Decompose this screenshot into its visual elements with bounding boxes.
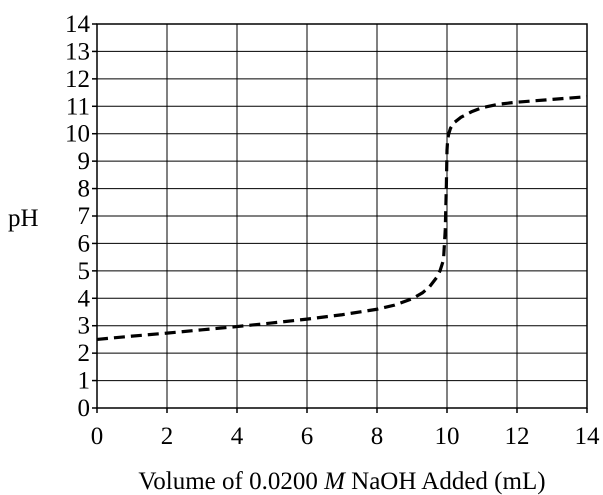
y-tick-label: 6 <box>78 230 91 257</box>
y-tick-label: 8 <box>78 176 91 203</box>
y-tick-label: 11 <box>66 93 90 120</box>
x-tick-label: 4 <box>231 423 244 450</box>
x-axis-title-italic-m: M <box>323 468 346 495</box>
x-axis-title-part-2: NaOH Added (mL) <box>345 468 546 495</box>
grid <box>97 24 587 408</box>
x-axis-title: Volume of 0.0200 M NaOH Added (mL) <box>138 468 545 495</box>
y-tick-label: 7 <box>78 203 91 230</box>
y-tick-label: 0 <box>78 395 91 422</box>
y-tick-label: 10 <box>65 121 90 148</box>
y-tick-label: 14 <box>65 11 91 38</box>
y-tick-label: 9 <box>78 148 91 175</box>
y-tick-label: 2 <box>78 340 91 367</box>
y-axis-title: pH <box>8 205 39 232</box>
x-axis-ticks: 0 2 4 6 8 10 12 14 <box>91 408 600 450</box>
x-tick-label: 10 <box>435 423 460 450</box>
x-tick-label: 6 <box>301 423 314 450</box>
y-tick-label: 13 <box>65 38 90 65</box>
x-tick-label: 0 <box>91 423 104 450</box>
titration-curve <box>96 95 588 342</box>
x-tick-label: 14 <box>575 423 601 450</box>
y-tick-label: 5 <box>78 258 91 285</box>
y-tick-label: 4 <box>78 285 91 312</box>
y-tick-label: 12 <box>65 66 90 93</box>
y-tick-label: 3 <box>78 313 91 340</box>
x-tick-label: 2 <box>161 423 174 450</box>
series-layer <box>96 95 588 342</box>
x-tick-label: 12 <box>505 423 530 450</box>
y-tick-label: 1 <box>78 368 91 395</box>
x-axis-title-part-1: Volume of 0.0200 <box>138 468 324 495</box>
x-tick-label: 8 <box>371 423 384 450</box>
